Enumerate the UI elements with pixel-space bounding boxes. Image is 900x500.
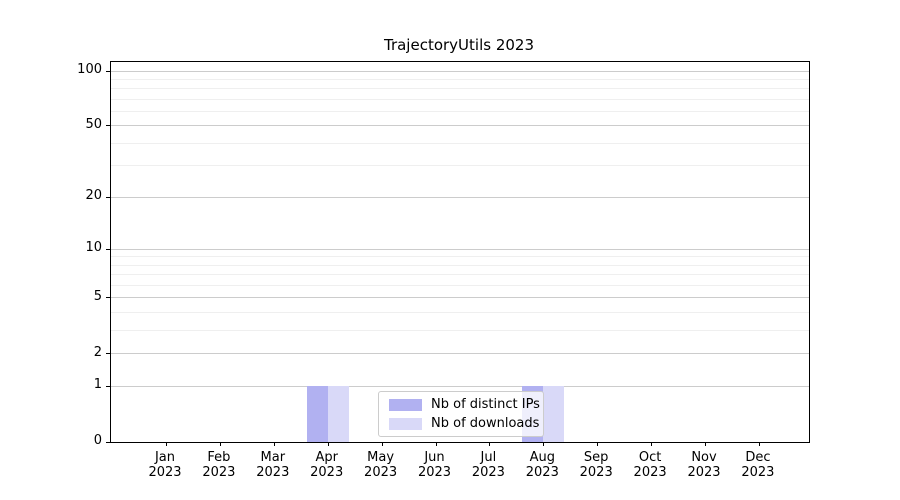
minor-gridline xyxy=(111,78,809,80)
x-tick-month: Mar xyxy=(260,450,286,465)
y-axis-tick-label: 20 xyxy=(85,188,102,204)
x-axis-tick xyxy=(273,442,275,446)
x-axis-tick xyxy=(219,442,221,446)
x-axis-tick xyxy=(435,442,437,446)
x-axis-tick-label: Jun 2023 xyxy=(405,450,465,480)
minor-gridline xyxy=(111,98,809,100)
x-axis-tick-label: May 2023 xyxy=(351,450,411,480)
x-tick-month: Aug xyxy=(529,450,555,465)
major-gridline xyxy=(111,353,809,355)
x-tick-month: Oct xyxy=(638,450,662,465)
x-axis-tick xyxy=(489,442,491,446)
x-tick-month: Sep xyxy=(583,450,609,465)
x-tick-month: Apr xyxy=(315,450,338,465)
x-tick-year: 2023 xyxy=(525,465,559,480)
minor-gridline xyxy=(111,256,809,258)
x-axis-tick-label: Jul 2023 xyxy=(458,450,518,480)
x-axis-tick-label: Jan 2023 xyxy=(135,450,195,480)
x-tick-year: 2023 xyxy=(579,465,613,480)
y-axis-tick xyxy=(106,441,110,443)
x-axis-tick xyxy=(166,442,167,446)
y-axis-tick-label: 10 xyxy=(85,240,102,256)
x-tick-month: Jan xyxy=(154,450,176,465)
x-axis-tick-label: Apr 2023 xyxy=(297,450,357,480)
minor-gridline xyxy=(111,285,809,287)
legend-swatch xyxy=(389,398,422,411)
x-axis-tick xyxy=(597,442,599,446)
x-axis-tick xyxy=(651,442,653,446)
bar-distinct-ips xyxy=(306,386,328,442)
x-tick-year: 2023 xyxy=(471,465,505,480)
bar-downloads xyxy=(327,386,349,442)
x-axis-tick-label: Dec 2023 xyxy=(728,450,788,480)
y-axis-tick-label: 5 xyxy=(93,288,102,304)
y-axis-tick-label: 2 xyxy=(93,344,102,360)
x-axis-tick xyxy=(543,442,545,446)
y-axis-tick-label: 1 xyxy=(93,377,102,393)
y-axis-tick xyxy=(106,353,110,355)
major-gridline xyxy=(111,70,809,72)
x-tick-year: 2023 xyxy=(310,465,344,480)
x-tick-month: Jun xyxy=(424,450,445,465)
x-axis-tick xyxy=(758,442,760,446)
legend-item: Nb of distinct IPs xyxy=(389,397,540,412)
y-axis-tick xyxy=(106,196,110,198)
x-tick-month: Jul xyxy=(480,450,497,465)
x-axis-tick-label: Mar 2023 xyxy=(243,450,303,480)
x-tick-month: Dec xyxy=(745,450,771,465)
y-axis-tick xyxy=(106,125,110,127)
y-axis-tick-label: 0 xyxy=(93,433,102,448)
x-axis-tick-label: Sep 2023 xyxy=(566,450,626,480)
y-axis-tick xyxy=(106,297,110,299)
major-gridline xyxy=(111,385,809,387)
x-axis-tick-label: Nov 2023 xyxy=(674,450,734,480)
y-axis-tick-label: 50 xyxy=(85,116,102,132)
x-tick-year: 2023 xyxy=(417,465,452,480)
x-tick-month: May xyxy=(367,450,395,465)
major-gridline xyxy=(111,248,809,250)
x-tick-year: 2023 xyxy=(148,465,182,480)
minor-gridline xyxy=(111,274,809,276)
x-tick-year: 2023 xyxy=(633,465,667,480)
legend-label: Nb of distinct IPs xyxy=(431,397,540,412)
minor-gridline xyxy=(111,264,809,266)
x-axis-tick-label: Feb 2023 xyxy=(189,450,249,480)
x-tick-year: 2023 xyxy=(687,465,721,480)
minor-gridline xyxy=(111,88,809,90)
x-tick-year: 2023 xyxy=(256,465,290,480)
x-tick-month: Nov xyxy=(691,450,717,465)
x-axis-tick xyxy=(381,442,383,446)
y-axis-tick-label: 100 xyxy=(77,62,102,78)
minor-gridline xyxy=(111,165,809,167)
legend-item: Nb of downloads xyxy=(389,416,539,431)
x-tick-year: 2023 xyxy=(202,465,236,480)
y-axis-tick xyxy=(106,385,110,387)
x-axis-tick-label: Aug 2023 xyxy=(512,450,572,480)
minor-gridline xyxy=(111,330,809,332)
major-gridline xyxy=(111,196,809,198)
bar-downloads xyxy=(543,386,565,442)
chart-title: TrajectoryUtils 2023 xyxy=(383,36,534,54)
x-tick-year: 2023 xyxy=(741,465,775,480)
legend: Nb of distinct IPs Nb of downloads xyxy=(378,391,544,437)
legend-swatch xyxy=(389,417,422,430)
plot-area xyxy=(106,61,810,446)
y-axis-tick xyxy=(106,248,110,250)
x-axis-tick xyxy=(327,442,329,446)
legend-label: Nb of downloads xyxy=(431,416,540,431)
major-gridline xyxy=(111,125,809,127)
x-tick-month: Feb xyxy=(207,450,231,465)
x-tick-year: 2023 xyxy=(364,465,398,480)
minor-gridline xyxy=(111,312,809,314)
minor-gridline xyxy=(111,111,809,113)
x-axis-tick xyxy=(705,442,706,446)
x-axis-tick-label: Oct 2023 xyxy=(620,450,680,480)
major-gridline xyxy=(111,297,809,299)
y-axis-tick xyxy=(106,70,110,72)
minor-gridline xyxy=(111,142,809,144)
